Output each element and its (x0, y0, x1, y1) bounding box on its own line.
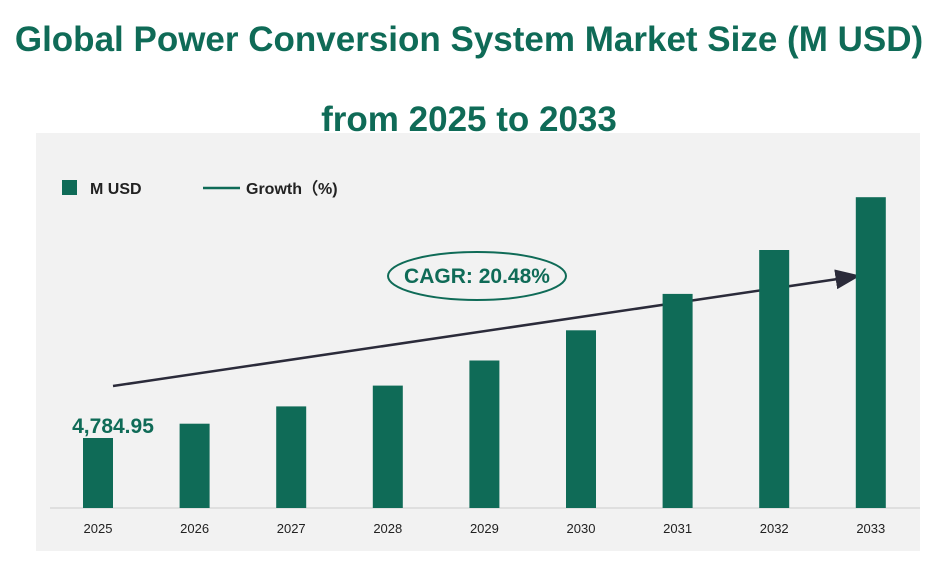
bar-2029 (469, 360, 500, 508)
x-tick-label-2026: 2026 (180, 521, 209, 536)
bars-group (83, 197, 886, 508)
x-tick-label-2028: 2028 (373, 521, 402, 536)
bar-2033 (855, 197, 886, 508)
bar-2028 (372, 385, 403, 508)
x-tick-label-2029: 2029 (470, 521, 499, 536)
first-bar-value-label: 4,784.95 (72, 415, 154, 438)
x-tick-label-2031: 2031 (663, 521, 692, 536)
x-tick-label-2030: 2030 (567, 521, 596, 536)
x-tick-label-2032: 2032 (760, 521, 789, 536)
bar-2032 (759, 250, 790, 508)
bar-2026 (179, 423, 210, 508)
x-tick-label-2027: 2027 (277, 521, 306, 536)
bar-2025 (83, 438, 113, 508)
cagr-ellipse (387, 251, 567, 301)
chart-title: Global Power Conversion System Market Si… (14, 20, 924, 139)
bar-2030 (566, 330, 596, 508)
trend-arrow (112, 269, 861, 388)
bar-2031 (662, 293, 693, 508)
legend-bar-label: M USD (90, 181, 142, 198)
legend-line-label: Growth（%) (246, 180, 338, 198)
x-axis-ticks: 2025 2026 2027 2028 2029 2030 2031 2032 2033 (84, 521, 886, 536)
x-tick-label-2025: 2025 (84, 521, 113, 536)
bar-2027 (276, 406, 307, 508)
cagr-label: CAGR: 20.48% (404, 265, 550, 288)
legend-bar-swatch (62, 180, 77, 195)
x-tick-label-2033: 2033 (856, 521, 885, 536)
